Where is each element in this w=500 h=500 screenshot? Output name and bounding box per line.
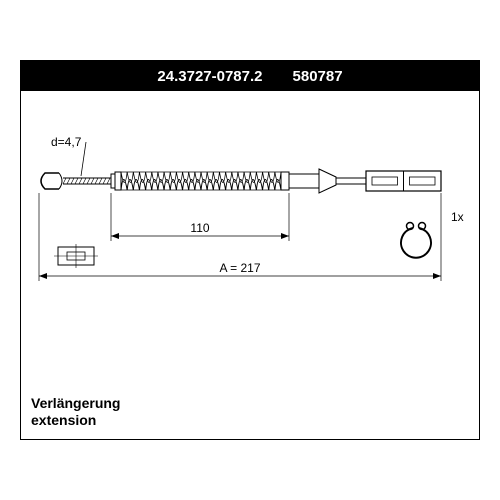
spring-coil-b <box>139 172 145 183</box>
spring-coil <box>213 180 219 191</box>
spring-coil <box>170 180 176 191</box>
spring-coil-b <box>195 172 201 183</box>
shaft-hatch <box>83 178 86 184</box>
spring-coil <box>263 180 269 191</box>
spring-coil-b <box>164 172 170 183</box>
cable-tip-end <box>59 173 62 189</box>
spring-coil <box>232 180 238 191</box>
drawing-canvas: d=4,7 110 A = 217 1x <box>21 91 479 439</box>
shaft-hatch <box>67 178 70 184</box>
spring-coil <box>195 180 201 191</box>
spring-coil-b <box>219 172 225 183</box>
spring-coil <box>226 180 232 191</box>
footer-line1: Verlängerung <box>31 395 120 412</box>
diameter-leader <box>81 142 86 176</box>
spring-coil-b <box>183 172 189 183</box>
spring-coil-b <box>176 172 182 183</box>
spring-coil <box>219 180 225 191</box>
spring-coil <box>158 180 164 191</box>
spring-coil-b <box>213 172 219 183</box>
spring-coil-b <box>263 172 269 183</box>
shaft-hatch <box>103 178 106 184</box>
spring-coil <box>139 180 145 191</box>
spring-coil-b <box>256 172 262 183</box>
dim-110-arr1 <box>111 233 119 239</box>
drawing-frame: 24.3727-0787.2 580787 d=4,7110A = 2171x … <box>20 60 480 440</box>
spring-coil-b <box>232 172 238 183</box>
bracket-slot2 <box>410 177 436 185</box>
dim-A-label: A = 217 <box>219 261 260 275</box>
spring-coil-b <box>158 172 164 183</box>
spring-coil <box>176 180 182 191</box>
footer-line2: extension <box>31 412 120 429</box>
dim-110-arr2 <box>281 233 289 239</box>
dim-110-label: 110 <box>190 221 209 235</box>
spring-coil-b <box>250 172 256 183</box>
shaft-hatch <box>63 178 66 184</box>
body-step1 <box>281 172 289 190</box>
spring-coil-b <box>244 172 250 183</box>
shaft-hatch <box>71 178 74 184</box>
spring-coil <box>244 180 250 191</box>
spring-coil-b <box>269 172 275 183</box>
part-number: 24.3727-0787.2 <box>157 68 262 85</box>
spring-coil-b <box>275 172 281 183</box>
diameter-label: d=4,7 <box>51 135 82 149</box>
spring-coil-b <box>121 172 127 183</box>
spring-coil <box>238 180 244 191</box>
bracket-slot1 <box>372 177 398 185</box>
spring-coil <box>183 180 189 191</box>
spring-coil-b <box>146 172 152 183</box>
spring-coil-b <box>189 172 195 183</box>
shaft-hatch <box>95 178 98 184</box>
spring-coil-b <box>133 172 139 183</box>
alt-number: 580787 <box>293 68 343 85</box>
collar-left <box>111 174 115 188</box>
spring-coil <box>121 180 127 191</box>
shaft-hatch <box>99 178 102 184</box>
spring-coil <box>146 180 152 191</box>
body-mid <box>289 174 319 188</box>
circlip-ring <box>401 228 431 258</box>
spring-coil-b <box>226 172 232 183</box>
shaft-hatch <box>91 178 94 184</box>
title-bar: 24.3727-0787.2 580787 <box>21 61 479 91</box>
spring-coil <box>275 180 281 191</box>
spring-coil-b <box>238 172 244 183</box>
shaft-hatch <box>107 178 110 184</box>
spring-coil <box>256 180 262 191</box>
spring-coil <box>250 180 256 191</box>
spring-coil <box>207 180 213 191</box>
spring-coil <box>152 180 158 191</box>
clip-quantity: 1x <box>451 210 464 224</box>
shaft-hatch <box>87 178 90 184</box>
dim-A-arr1 <box>39 273 47 279</box>
spring-coil-b <box>207 172 213 183</box>
spring-coil-b <box>127 172 133 183</box>
shaft-hatch <box>75 178 78 184</box>
shaft-hatch <box>79 178 82 184</box>
collar-left2 <box>115 172 121 190</box>
spring-coil <box>164 180 170 191</box>
spring-coil-b <box>152 172 158 183</box>
spring-coil-b <box>201 172 207 183</box>
spring-coil <box>127 180 133 191</box>
spring-coil <box>269 180 275 191</box>
rod <box>336 178 366 184</box>
spring-coil <box>189 180 195 191</box>
dim-A-arr2 <box>433 273 441 279</box>
spring-coil-b <box>170 172 176 183</box>
spring-coil <box>133 180 139 191</box>
body-cone <box>319 169 336 193</box>
cable-tip <box>41 173 59 189</box>
spring-coil <box>201 180 207 191</box>
footer-label: Verlängerung extension <box>31 395 120 429</box>
